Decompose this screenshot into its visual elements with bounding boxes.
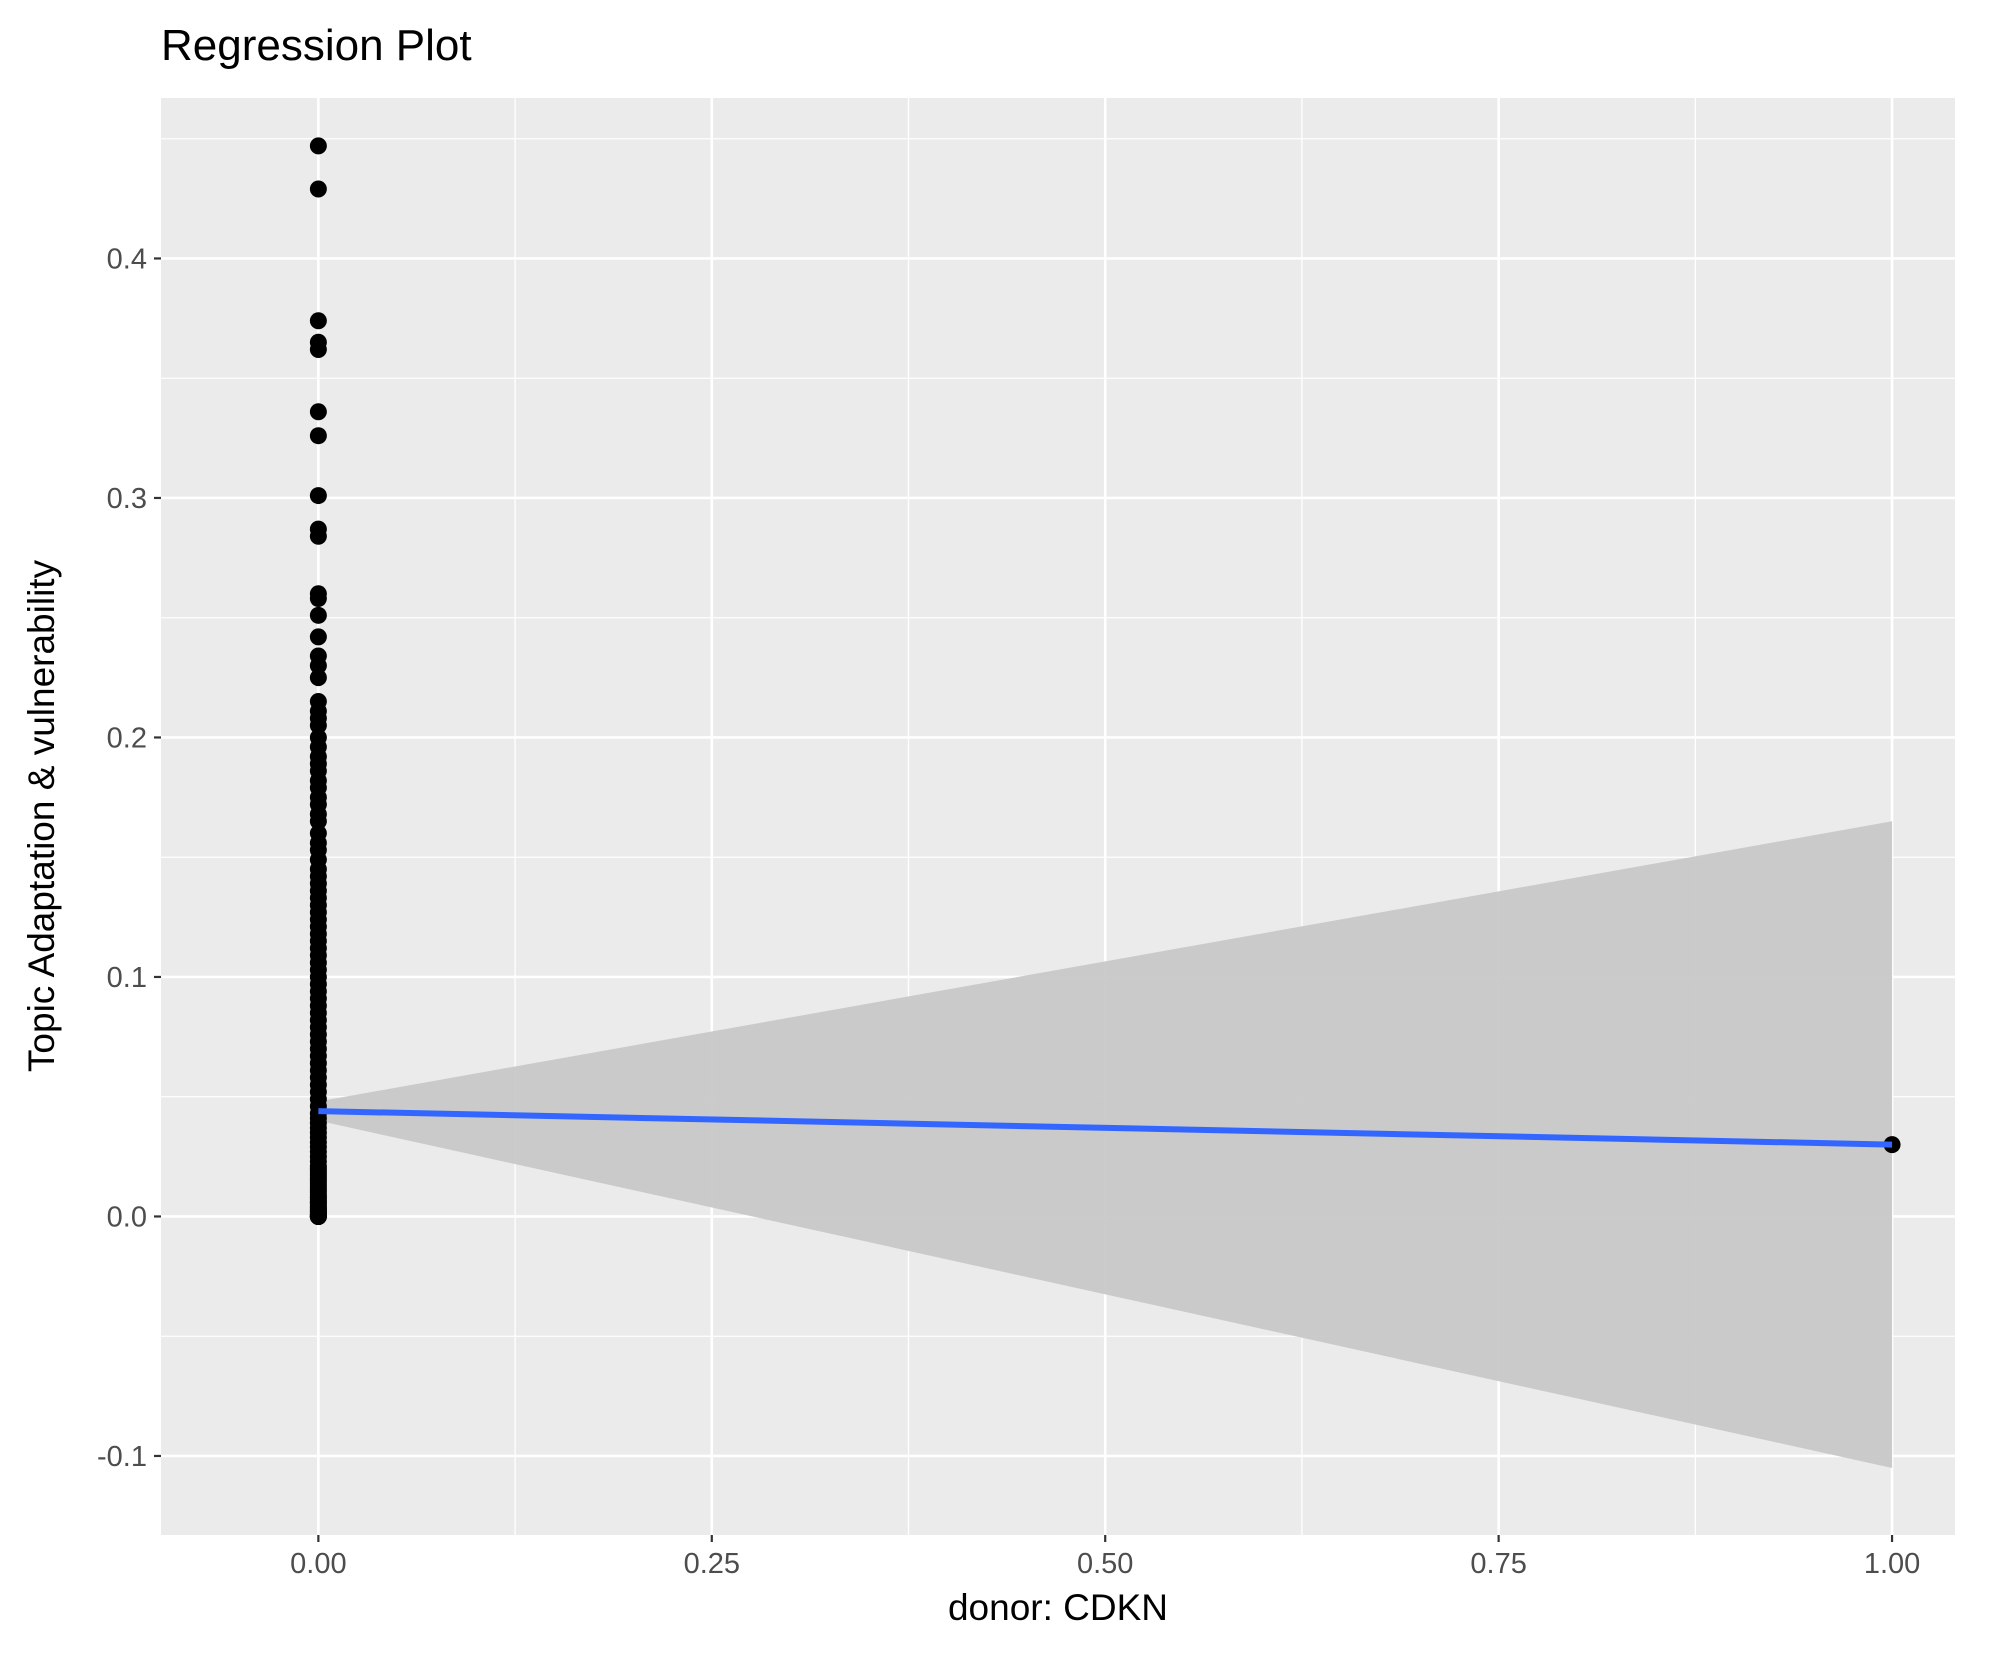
x-tick-label: 0.75: [1470, 1548, 1526, 1580]
data-point: [309, 669, 327, 687]
x-tick-label: 1.00: [1864, 1548, 1920, 1580]
data-point: [309, 180, 327, 198]
data-point: [309, 657, 327, 675]
y-tick-label: -0.1: [97, 1441, 147, 1473]
y-tick-label: 0.4: [107, 243, 147, 275]
y-tick-label: 0.3: [107, 483, 147, 515]
y-tick-label: 0.1: [107, 962, 147, 994]
data-point: [309, 487, 327, 505]
x-tick-label: 0.00: [290, 1548, 346, 1580]
x-axis: 0.00 0.25 0.50 0.75 1.00: [290, 1535, 1920, 1580]
data-point: [309, 340, 327, 358]
data-point: [309, 606, 327, 624]
data-point: [309, 628, 327, 646]
chart-title: Regression Plot: [161, 21, 472, 70]
y-tick-label: 0.2: [107, 722, 147, 754]
data-point: [309, 812, 327, 830]
data-point: [309, 427, 327, 445]
confidence-band: [318, 821, 1893, 1468]
fit-line: [318, 1108, 1893, 1148]
data-point: [309, 312, 327, 330]
regression-line: [318, 1108, 1893, 1148]
confidence-band-area: [318, 821, 1893, 1468]
x-tick-label: 0.50: [1077, 1548, 1133, 1580]
data-point: [309, 137, 327, 155]
y-axis-title: Topic Adaptation & vulnerability: [21, 559, 62, 1072]
x-axis-title: donor: CDKN: [948, 1587, 1168, 1628]
y-tick-label: 0.0: [107, 1201, 147, 1233]
data-point: [309, 716, 327, 734]
data-point: [309, 1160, 327, 1178]
data-point: [309, 527, 327, 545]
data-point: [309, 403, 327, 421]
x-tick-label: 0.25: [684, 1548, 740, 1580]
data-point: [309, 590, 327, 608]
y-axis: -0.1 0.0 0.1 0.2 0.3 0.4: [97, 243, 161, 1473]
data-points: [309, 137, 1901, 1225]
